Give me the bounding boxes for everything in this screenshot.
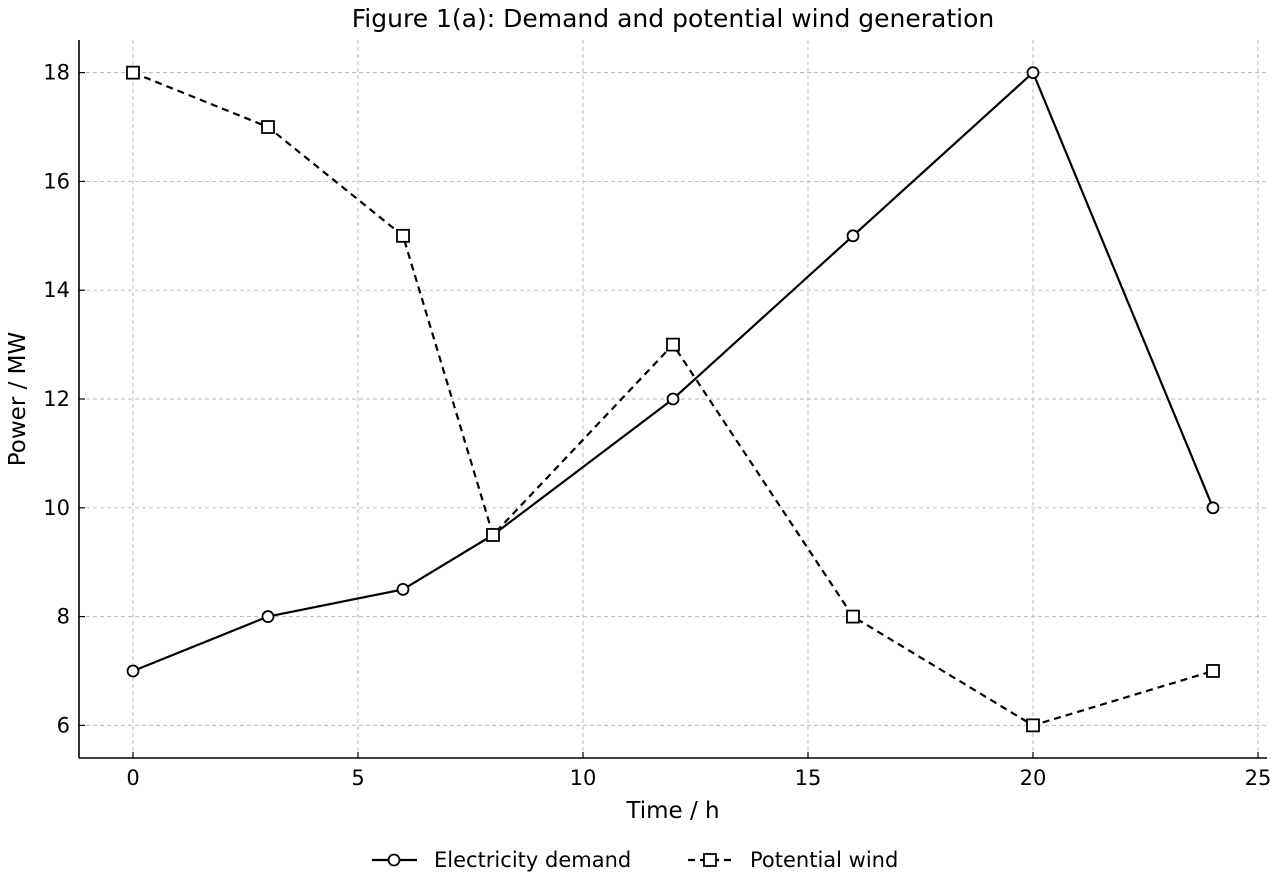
y-tick-label: 16 [43,169,70,193]
data-point [666,337,680,352]
x-tick-label: 10 [570,766,597,790]
series-group [126,66,1220,678]
y-tick-label: 10 [43,496,70,520]
x-tick-label: 0 [126,766,139,790]
y-tick-label: 14 [43,278,70,302]
y-axis-label: Power / MW [5,332,31,467]
legend-label: Potential wind [750,848,898,872]
legend: Electricity demand Potential wind [372,848,898,872]
y-tick-label: 8 [57,605,70,629]
series-group [126,65,1220,733]
x-tick-label: 15 [795,766,822,790]
data-point [1026,718,1040,733]
y-tick-label: 18 [43,61,70,85]
data-point [126,664,140,678]
x-axis-label: Time / h [625,798,719,824]
chart-title: Figure 1(a): Demand and potential wind g… [352,4,995,33]
data-point [1026,66,1040,80]
data-point [396,228,410,243]
data-point [1206,664,1220,678]
data-point [666,392,680,406]
data-point [396,582,410,596]
y-tick-label: 12 [43,387,70,411]
legend-marker [387,853,401,867]
x-ticks: 0 5 10 15 20 25 [126,752,1271,790]
x-tick-label: 5 [351,766,364,790]
data-point [126,65,140,80]
data-point [1206,501,1220,515]
data-point [486,528,500,542]
legend-item: Electricity demand [372,848,631,872]
legend-marker [703,853,717,867]
data-point [261,120,275,134]
x-tick-label: 20 [1020,766,1047,790]
y-tick-label: 6 [57,713,70,737]
y-ticks: 6 8 10 12 14 16 18 [43,61,85,737]
legend-item: Potential wind [688,848,898,872]
legend-label: Electricity demand [434,848,631,872]
data-point [846,229,860,243]
data-point [846,609,860,624]
series-layer [126,65,1220,733]
grid [79,40,1267,758]
series-line [132,70,1215,673]
series-line [132,71,1214,727]
x-tick-label: 25 [1245,766,1272,790]
data-point [261,610,275,623]
